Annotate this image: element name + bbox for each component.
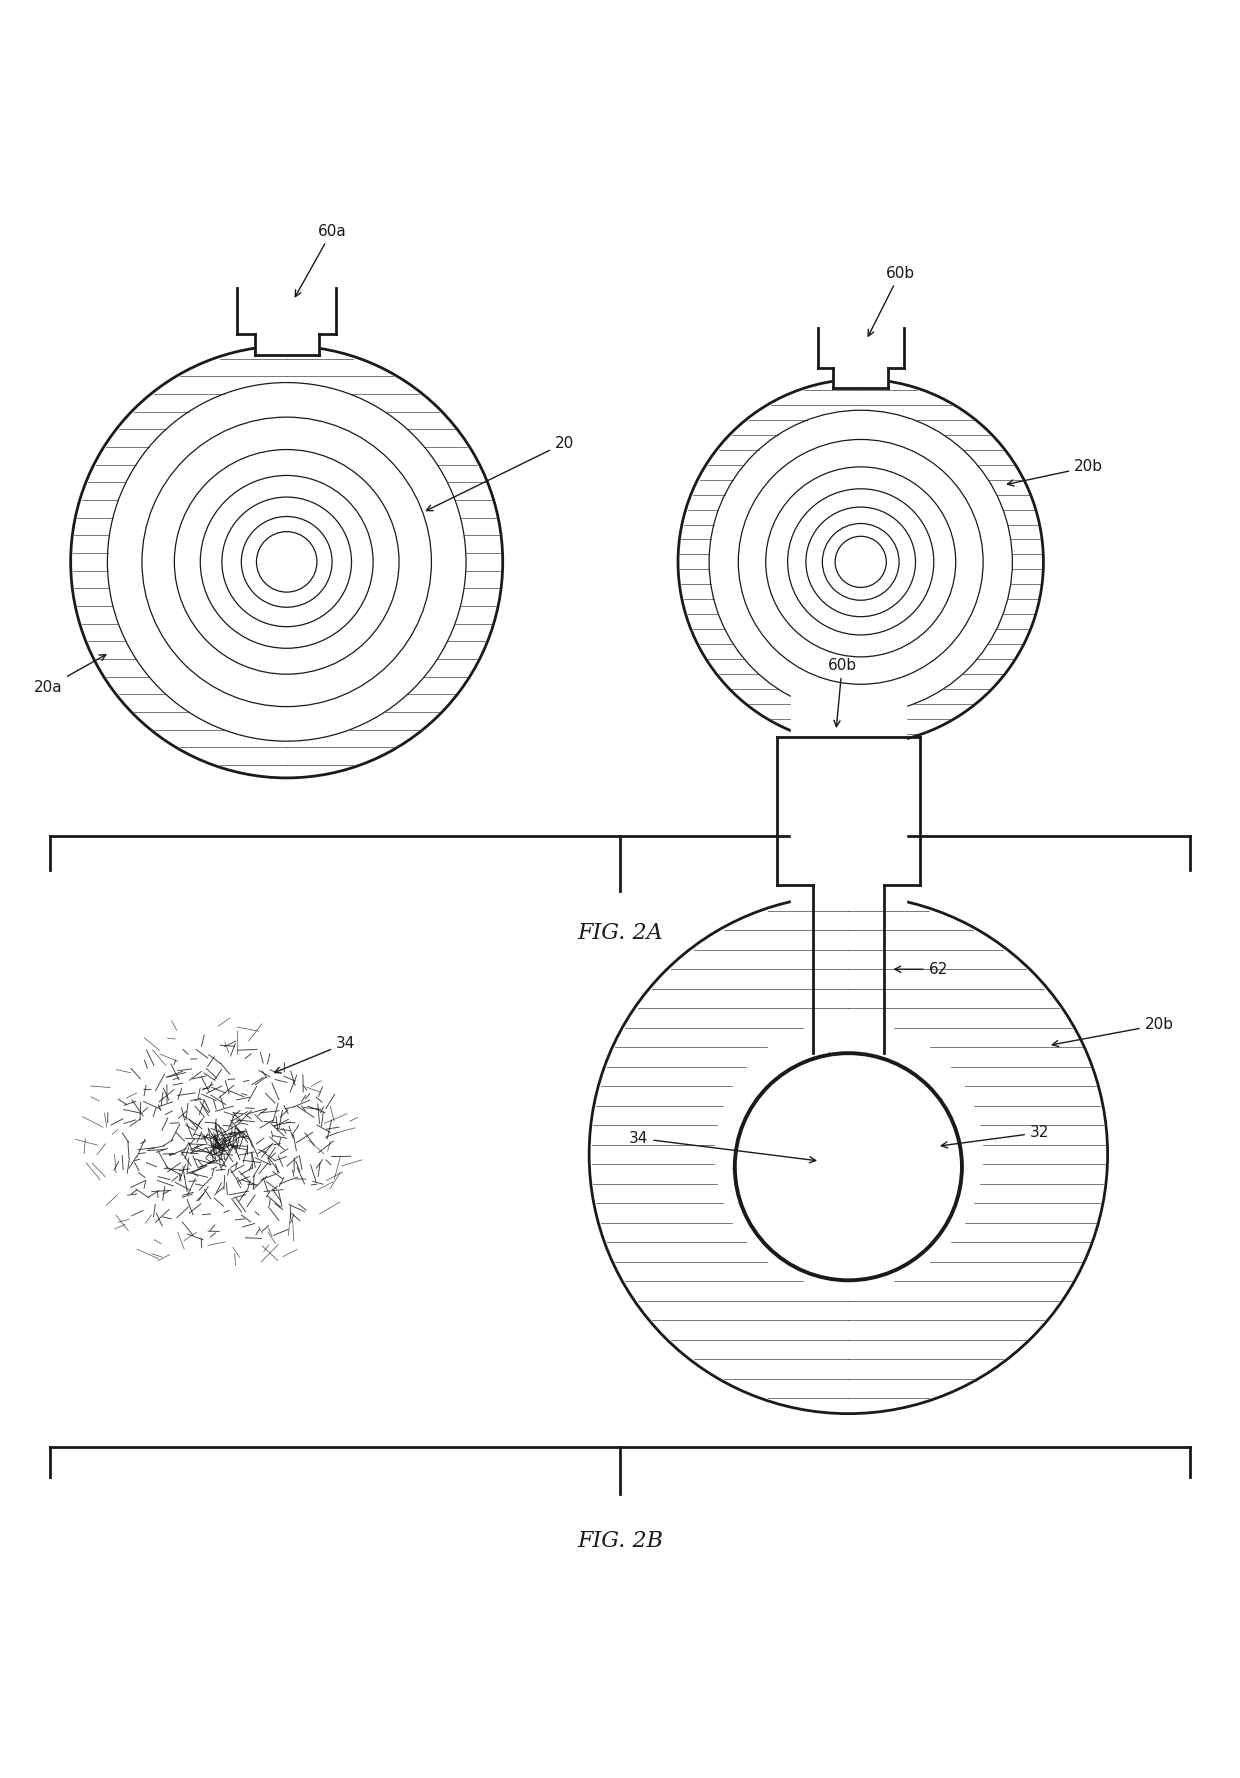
Circle shape <box>71 347 502 779</box>
Text: 20b: 20b <box>1007 459 1104 485</box>
Bar <box>254 249 319 356</box>
Circle shape <box>678 379 1043 745</box>
Text: 20: 20 <box>427 436 574 510</box>
Text: 34: 34 <box>629 1131 816 1163</box>
Text: 32: 32 <box>941 1125 1049 1149</box>
Text: 20a: 20a <box>33 654 105 695</box>
Text: 60b: 60b <box>827 658 857 727</box>
Circle shape <box>589 894 1107 1414</box>
Text: 60a: 60a <box>295 224 346 297</box>
Text: 62: 62 <box>895 962 949 976</box>
Bar <box>791 688 905 905</box>
Bar <box>833 293 889 388</box>
Text: FIG. 2A: FIG. 2A <box>577 923 663 944</box>
Circle shape <box>735 1053 962 1280</box>
Text: 20b: 20b <box>1053 1017 1173 1047</box>
Text: 60b: 60b <box>868 265 915 336</box>
Text: 34: 34 <box>274 1037 356 1074</box>
Text: FIG. 2B: FIG. 2B <box>577 1529 663 1552</box>
